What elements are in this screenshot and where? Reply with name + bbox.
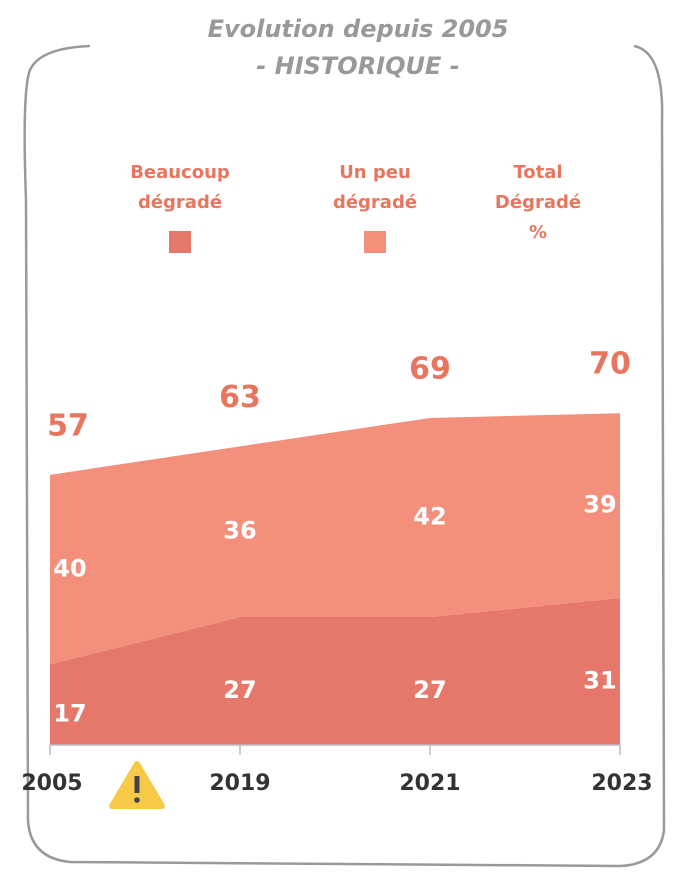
data-label: 40: [53, 555, 86, 583]
chart-subtitle: - HISTORIQUE -: [256, 52, 459, 80]
total-label: 57: [47, 408, 89, 443]
chart-title: Evolution depuis 2005: [208, 15, 509, 43]
legend-swatch: [364, 231, 386, 253]
total-label: 63: [219, 380, 261, 415]
total-label: 70: [589, 347, 631, 382]
total-label: 69: [409, 351, 451, 386]
data-label: 27: [413, 676, 446, 704]
x-tick-label: 2021: [399, 771, 460, 796]
frame: [23, 44, 666, 868]
data-label: 31: [583, 667, 616, 695]
legend-label: Un peu dégradé: [332, 162, 418, 213]
x-tick-label: 2023: [591, 771, 652, 796]
data-label: 17: [53, 700, 86, 728]
x-tick-label: 2005: [21, 771, 82, 796]
x-tick-label: 2019: [209, 771, 270, 796]
warning-icon: [109, 761, 165, 809]
data-label: 39: [583, 491, 616, 519]
legend-swatch: [169, 231, 191, 253]
legend-label: Beaucoup dégradé: [130, 162, 230, 213]
area: [50, 598, 620, 745]
data-label: 36: [223, 517, 256, 545]
data-label: 42: [413, 502, 446, 530]
data-label: 27: [223, 676, 256, 704]
area: [50, 413, 620, 665]
legend-label: Total Dégradé %: [494, 162, 582, 243]
